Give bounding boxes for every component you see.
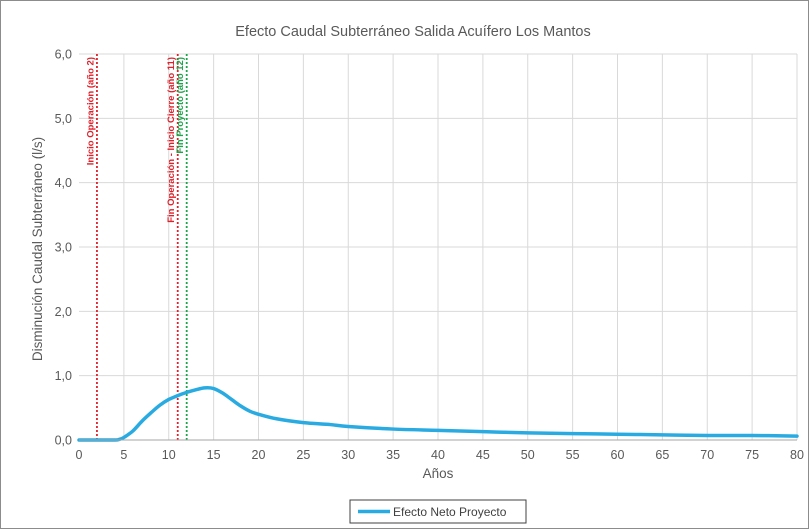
reference-line-label: Fin Operación - Inicio Cierre (año 11) [166,57,177,223]
x-tick-label: 30 [341,448,355,462]
x-tick-label: 25 [296,448,310,462]
x-tick-label: 75 [745,448,759,462]
x-tick-label: 0 [76,448,83,462]
x-tick-label: 70 [700,448,714,462]
x-tick-label: 80 [790,448,804,462]
legend-box [349,499,527,524]
axis-layer: 0 5 10 15 20 25 30 35 40 45 50 55 60 65 70 75 80 0,0 1,0 2,… [55,48,804,463]
y-tick-label: 0,0 [55,434,72,448]
x-tick-label: 40 [431,448,445,462]
x-tick-label: 20 [252,448,266,462]
x-tick-label: 10 [162,448,176,462]
series-layer [77,386,799,442]
x-tick-label: 65 [655,448,669,462]
x-tick-label: 35 [386,448,400,462]
grid-layer [79,53,798,440]
y-tick-label: 5,0 [55,112,72,126]
reference-line-label: Inicio Operación (año 2) [85,57,96,165]
y-axis-title: Disminución Caudal Subterráneo (l/s) [30,137,45,361]
x-tick-label: 60 [611,448,625,462]
y-tick-label: 4,0 [55,176,72,190]
legend-label: Efecto Neto Proyecto [393,505,507,519]
reference-lines: Inicio Operación (año 2) Fin Operación - … [85,54,188,440]
reference-line-label: Fin Proyecto (año 12) [175,57,186,154]
y-tick-label: 6,0 [55,48,72,62]
x-tick-label: 45 [476,448,490,462]
x-tick-label: 5 [120,448,127,462]
x-tick-label: 55 [566,448,580,462]
y-tick-label: 2,0 [55,305,72,319]
x-tick-label: 15 [207,448,221,462]
chart-title: Efecto Caudal Subterráneo Salida Acuífer… [235,24,590,40]
legend: Efecto Neto Proyecto [349,499,527,524]
x-tick-label: 50 [521,448,535,462]
y-tick-label: 3,0 [55,241,72,255]
x-axis-title: Años [423,466,454,481]
series-line [77,386,799,442]
y-tick-label: 1,0 [55,369,72,383]
